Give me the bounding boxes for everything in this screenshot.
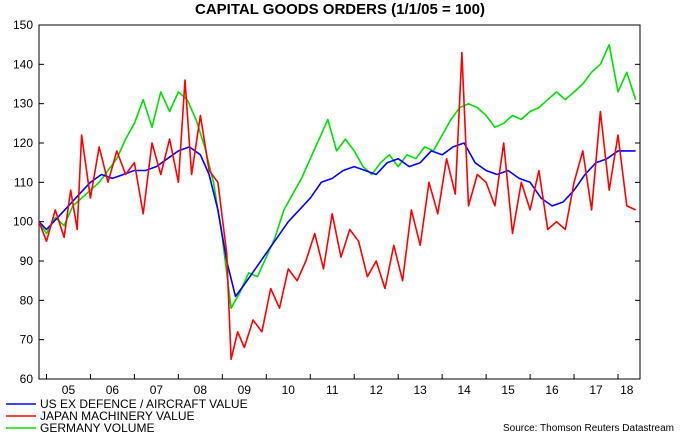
legend-label-japan: JAPAN MACHINERY VALUE	[40, 409, 195, 423]
series-line-japan-machinery-value	[38, 51, 636, 361]
y-tick-label: 130	[13, 97, 33, 111]
legend-label-us: US EX DEFENCE / AIRCRAFT VALUE	[40, 397, 248, 411]
source-note: Source: Thomson Reuters Datastream	[503, 423, 674, 434]
x-tick-label: 18	[620, 383, 634, 397]
x-tick-label: 16	[545, 383, 559, 397]
x-tick-label: 08	[194, 383, 208, 397]
x-tick-label: 12	[370, 383, 384, 397]
y-tick-label: 120	[13, 136, 33, 150]
x-tick-label: 15	[501, 383, 515, 397]
y-tick-label: 110	[14, 175, 33, 189]
legend-label-germany: GERMANY VOLUME	[40, 421, 154, 435]
x-tick-label: 07	[150, 383, 164, 397]
y-tick-label: 80	[20, 293, 34, 307]
series-layer	[38, 43, 637, 361]
y-tick-label: 140	[13, 57, 33, 71]
y-tick-label: 90	[20, 254, 34, 268]
x-tick-label: 11	[326, 383, 339, 397]
x-tick-label: 13	[413, 383, 427, 397]
plot-frame	[38, 24, 641, 380]
x-tick-label: 14	[457, 383, 471, 397]
y-tick-label: 70	[20, 333, 34, 347]
y-tick-label: 150	[13, 18, 33, 32]
legend: US EX DEFENCE / AIRCRAFT VALUE JAPAN MAC…	[6, 397, 248, 435]
series-line-germany-volume	[38, 43, 637, 309]
y-tick-label: 60	[20, 372, 34, 386]
x-axis: 05 06 07 08 09 10 11 12 13 14 15 16 17 18	[45, 374, 634, 397]
x-tick-label: 10	[282, 383, 296, 397]
chart-title: CAPITAL GOODS ORDERS (1/1/05 = 100)	[195, 1, 485, 18]
y-tick-label: 100	[13, 215, 33, 229]
x-tick-label: 05	[62, 383, 76, 397]
x-tick-label: 09	[238, 383, 252, 397]
y-axis: 60 70 80 90 100 110 120 130 140 150	[13, 18, 640, 386]
plot-area: 60 70 80 90 100 110 120 130 140 150 05 06 07 08 09 10 1…	[13, 18, 641, 397]
x-tick-label: 17	[589, 383, 603, 397]
x-tick-label: 06	[106, 383, 120, 397]
